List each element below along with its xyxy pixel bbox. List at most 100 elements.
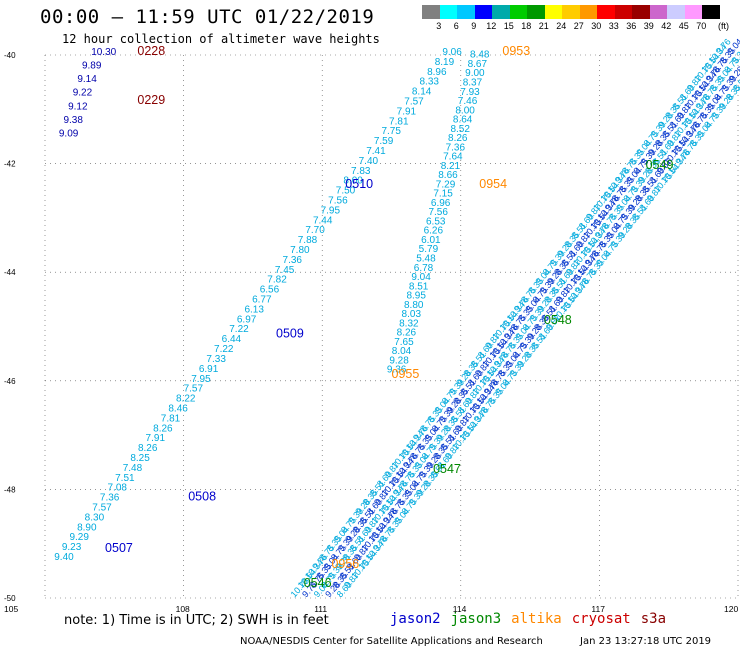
- track-value: 7.57: [92, 502, 112, 513]
- legend-label: 27: [573, 21, 584, 31]
- legend-label: 70: [696, 21, 707, 31]
- legend-label: 33: [608, 21, 619, 31]
- satellite-legend-item: altika: [511, 611, 562, 627]
- track-value: 7.91: [397, 106, 417, 117]
- y-tick-label: -50: [4, 594, 16, 603]
- track-value: 7.64: [443, 152, 463, 163]
- legend-swatch: [667, 5, 685, 19]
- track-value: 8.46: [168, 403, 188, 414]
- track-label: 0509: [276, 326, 304, 340]
- legend-label: 30: [591, 21, 602, 31]
- legend-swatch: [422, 5, 440, 19]
- track-label: 0956: [331, 557, 359, 571]
- track-value: 9.29: [69, 532, 89, 543]
- track-value: 7.36: [283, 255, 303, 266]
- color-legend: [422, 5, 720, 19]
- legend-swatch: [632, 5, 650, 19]
- legend-swatch: [544, 5, 562, 19]
- track-value: 8.51: [731, 73, 740, 93]
- track-value: 7.56: [428, 207, 448, 218]
- track-value: 8.26: [138, 443, 158, 454]
- x-tick-label: 120: [724, 604, 738, 614]
- track-value: 8.26: [153, 423, 173, 434]
- y-tick-label: -46: [4, 377, 16, 386]
- track-value: 8.52: [450, 124, 470, 135]
- legend-unit: (ft): [718, 21, 729, 31]
- track-value: 6.13: [244, 304, 264, 315]
- track-value: 7.88: [298, 235, 318, 246]
- legend-swatch: [562, 5, 580, 19]
- track-value: 7.81: [389, 116, 409, 127]
- legend-swatch: [597, 5, 615, 19]
- satellite-legend-item: jason3: [450, 611, 502, 627]
- track-label: 0954: [479, 177, 507, 191]
- y-tick-label: -42: [4, 160, 16, 169]
- legend-swatch: [474, 5, 492, 19]
- track-value: 7.50: [336, 186, 356, 197]
- track-value: 7.08: [108, 483, 128, 494]
- track-value: 8.37: [463, 78, 483, 89]
- track-value: 7.33: [206, 354, 226, 365]
- track-value: 7.29: [436, 179, 456, 190]
- track-value: 5.79: [419, 244, 439, 255]
- legend-label: 36: [626, 21, 637, 31]
- track-value: 6.56: [260, 285, 280, 296]
- track-value: 7.22: [214, 344, 234, 355]
- y-tick-label: -44: [4, 268, 16, 277]
- track-label: 0228: [137, 44, 165, 58]
- track-label: 0955: [392, 367, 420, 381]
- track-value: 6.96: [431, 198, 451, 209]
- legend-swatch: [702, 5, 720, 19]
- track-value: 8.33: [419, 77, 439, 88]
- satellite-legend-item: cryosat: [571, 611, 631, 627]
- track-value: 8.03: [402, 309, 422, 320]
- track-value: 9.12: [68, 101, 88, 112]
- track-value: 9.04: [411, 272, 431, 283]
- track-value: 9.89: [82, 61, 102, 72]
- track-label: 0953: [502, 44, 530, 58]
- track-value: 6.97: [237, 314, 257, 325]
- footer-timestamp: Jan 23 13:27:18 UTC 2019: [580, 636, 712, 647]
- legend-label: 18: [521, 21, 532, 31]
- track-value: 9.00: [465, 68, 485, 79]
- track-value: 6.01: [421, 235, 441, 246]
- track-value: 5.48: [416, 253, 436, 264]
- track-value: 8.67: [468, 59, 488, 70]
- satellite-legend: jason2 jason3 altika cryosat s3a: [390, 611, 676, 627]
- track-value: 7.80: [290, 245, 310, 256]
- track-value: 7.57: [184, 384, 204, 395]
- track-value: 7.70: [305, 225, 325, 236]
- legend-label: 15: [503, 21, 514, 31]
- legend-swatch: [684, 5, 702, 19]
- legend-label: 45: [678, 21, 689, 31]
- track-value: 7.65: [394, 337, 414, 348]
- color-legend-labels: 3 6 9 12 15 18 21 24 27 30 33 36 39 42 45 70: [422, 21, 710, 33]
- track-value: 7.51: [115, 473, 135, 484]
- legend-swatch: [439, 5, 457, 19]
- track-value: 7.36: [100, 493, 120, 504]
- legend-label: 21: [538, 21, 549, 31]
- track-value: 8.19: [435, 57, 455, 68]
- track-value: 7.93: [460, 87, 480, 98]
- track-value: 7.75: [381, 126, 401, 137]
- x-tick-label: 111: [314, 604, 327, 614]
- track-value: 6.53: [426, 216, 446, 227]
- satellite-legend-item: s3a: [640, 611, 667, 627]
- track-value: 9.06: [442, 47, 462, 58]
- track-value: 7.22: [229, 324, 249, 335]
- track-value: 8.96: [427, 67, 447, 78]
- track-value: 10.30: [91, 47, 116, 58]
- track-value: 8.00: [455, 105, 475, 116]
- track-value: 7.57: [404, 97, 424, 108]
- track-value: 8.25: [130, 453, 150, 464]
- track-label: 0508: [188, 489, 216, 503]
- track-value: 8.26: [397, 328, 417, 339]
- legend-swatch: [527, 5, 545, 19]
- track-label: 0507: [105, 541, 133, 555]
- track-value: 8.51: [409, 281, 429, 292]
- legend-swatch: [579, 5, 597, 19]
- y-tick-label: -48: [4, 485, 16, 494]
- track-value: 7.36: [446, 142, 466, 153]
- track-value: 8.26: [448, 133, 468, 144]
